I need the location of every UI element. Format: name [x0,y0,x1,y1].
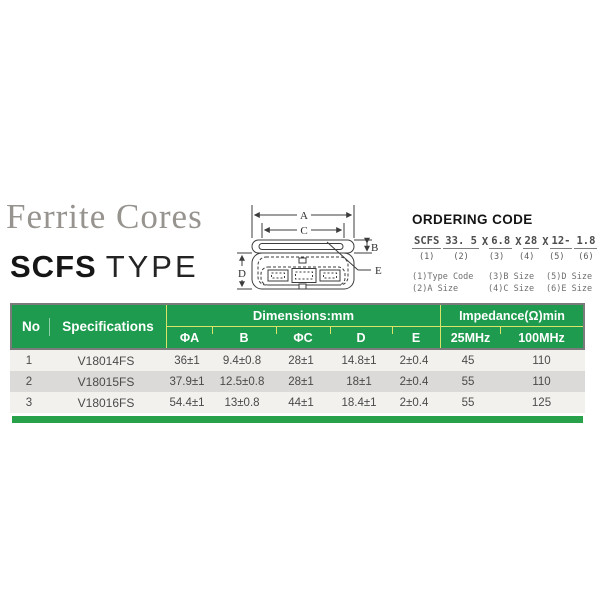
col-group-dimensions: Dimensions:mm [166,305,440,327]
ordering-code-segment: 33. 5 (2) [443,235,479,262]
col-header-phi-a: ΦA [166,327,212,348]
cell-phi-c: 28±1 [274,371,328,392]
cell-no: 1 [10,350,48,371]
col-group-impedance: Impedance(Ω)min [440,305,583,327]
cell-no: 3 [10,392,48,413]
col-header-100mhz: 100MHz [499,327,583,348]
cell-spec: V18015FS [48,371,164,392]
cell-spec: V18016FS [48,392,164,413]
core-top-view [251,239,355,254]
cell-imp-100mhz: 110 [498,371,585,392]
cell-b: 9.4±0.8 [210,350,274,371]
cell-imp-25mhz: 55 [438,371,498,392]
cell-imp-25mhz: 45 [438,350,498,371]
dim-label-e: E [375,265,382,277]
cell-d: 18±1 [328,371,390,392]
ordering-code-segment: X 12- (5) [542,235,573,262]
cell-no: 2 [10,371,48,392]
cell-phi-a: 37.9±1 [164,371,210,392]
cell-e: 2±0.4 [390,392,438,413]
cell-e: 2±0.4 [390,350,438,371]
cell-phi-c: 44±1 [274,392,328,413]
cell-spec: V18014FS [48,350,164,371]
type-code-text: SCFS [10,249,97,284]
spec-table: No Specifications Dimensions:mm Impedanc… [10,303,585,423]
type-word-text: TYPE [105,249,199,284]
col-header-25mhz: 25MHz [440,327,500,348]
col-header-specifications: Specifications [62,319,154,334]
cell-phi-a: 54.4±1 [164,392,210,413]
dim-label-c: C [300,225,307,237]
col-header-e: E [391,327,440,348]
table-bottom-bar [12,416,583,423]
cell-d: 14.8±1 [328,350,390,371]
dim-label-a: A [300,210,308,222]
table-row: 3 V18016FS 54.4±1 13±0.8 44±1 18.4±1 2±0… [10,392,585,413]
legend-row: (2)A Size (4)C Size (6)E Size [412,284,593,295]
core-dimension-diagram: A C B D E [237,205,382,290]
table-header: No Specifications Dimensions:mm Impedanc… [10,303,585,350]
dim-label-d: D [238,268,246,280]
cell-b: 12.5±0.8 [210,371,274,392]
ordering-code-segment: X 6.8 (3) [481,235,513,262]
table-row: 2 V18015FS 37.9±1 12.5±0.8 28±1 18±1 2±0… [10,371,585,392]
legend-row: (1)Type Code (3)B Size (5)D Size [412,272,593,282]
type-title: SCFS TYPE [10,249,199,285]
cell-phi-c: 28±1 [274,350,328,371]
ordering-code-segment: 1.8 (6) [574,235,598,262]
ordering-code-legend: (1)Type Code (3)B Size (5)D Size (2)A Si… [412,271,594,296]
col-header-phi-c: ΦC [275,327,330,348]
ordering-code-segment: SCFS (1) [412,235,442,262]
cell-imp-25mhz: 55 [438,392,498,413]
ordering-code-line: SCFS (1) 33. 5 (2) X 6.8 (3) X 28 (4) X 12-… [412,235,598,262]
ordering-code-panel: ORDERING CODE SCFS (1) 33. 5 (2) X 6.8 (3… [412,212,598,296]
diagram-lines [237,205,372,290]
cell-imp-100mhz: 110 [498,350,585,371]
core-bottom-view [251,252,355,290]
cell-imp-100mhz: 125 [498,392,585,413]
series-title: Ferrite Cores [6,197,203,236]
cell-phi-a: 36±1 [164,350,210,371]
cell-e: 2±0.4 [390,371,438,392]
col-header-d: D [329,327,392,348]
table-row: 1 V18014FS 36±1 9.4±0.8 28±1 14.8±1 2±0.… [10,350,585,371]
cell-d: 18.4±1 [328,392,390,413]
ordering-code-title: ORDERING CODE [412,212,533,227]
cell-b: 13±0.8 [210,392,274,413]
col-header-no: No [12,305,50,348]
col-header-b: B [211,327,276,348]
dim-label-b: B [371,242,378,254]
ordering-code-segment: X 28 (4) [515,235,540,262]
